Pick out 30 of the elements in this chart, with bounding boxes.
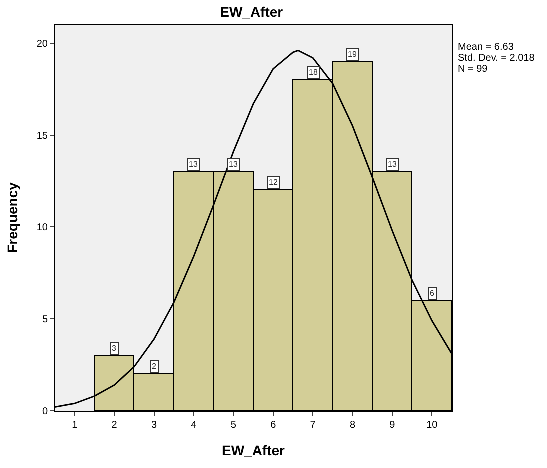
y-tick-label: 0	[42, 406, 48, 418]
x-tick-label: 10	[426, 420, 438, 431]
data-label: 12	[269, 178, 278, 187]
data-label: 13	[229, 160, 238, 169]
y-tick-label: 5	[42, 314, 48, 326]
x-tick-label: 1	[72, 420, 78, 431]
x-tick-label: 3	[151, 420, 158, 431]
x-tick-label: 5	[230, 420, 237, 431]
text: Std. Dev. = 2.018	[458, 53, 536, 64]
x-tick-label: 4	[191, 420, 198, 431]
y-tick-label: 15	[36, 130, 48, 142]
data-label: 13	[388, 160, 398, 169]
x-tick-label: 2	[112, 420, 118, 431]
x-tick-label: 6	[270, 420, 277, 431]
x-tick-label: 8	[350, 420, 356, 431]
y-tick-label: 20	[36, 38, 48, 50]
text: Mean = 6.63	[458, 42, 514, 53]
data-label: 13	[189, 160, 198, 169]
x-tick-label: 7	[310, 420, 316, 431]
y-axis-title: Frequency	[4, 182, 20, 254]
data-label: 6	[430, 289, 435, 298]
chart-title: EW_After	[220, 4, 284, 20]
data-label: 19	[348, 50, 358, 59]
data-label: 18	[309, 68, 318, 77]
text: N = 99	[458, 64, 488, 75]
y-tick-label: 10	[36, 222, 48, 234]
data-label: 2	[152, 362, 157, 371]
x-tick-label: 9	[390, 420, 396, 431]
data-label: 3	[112, 344, 117, 353]
x-axis-title: EW_After	[222, 442, 286, 458]
